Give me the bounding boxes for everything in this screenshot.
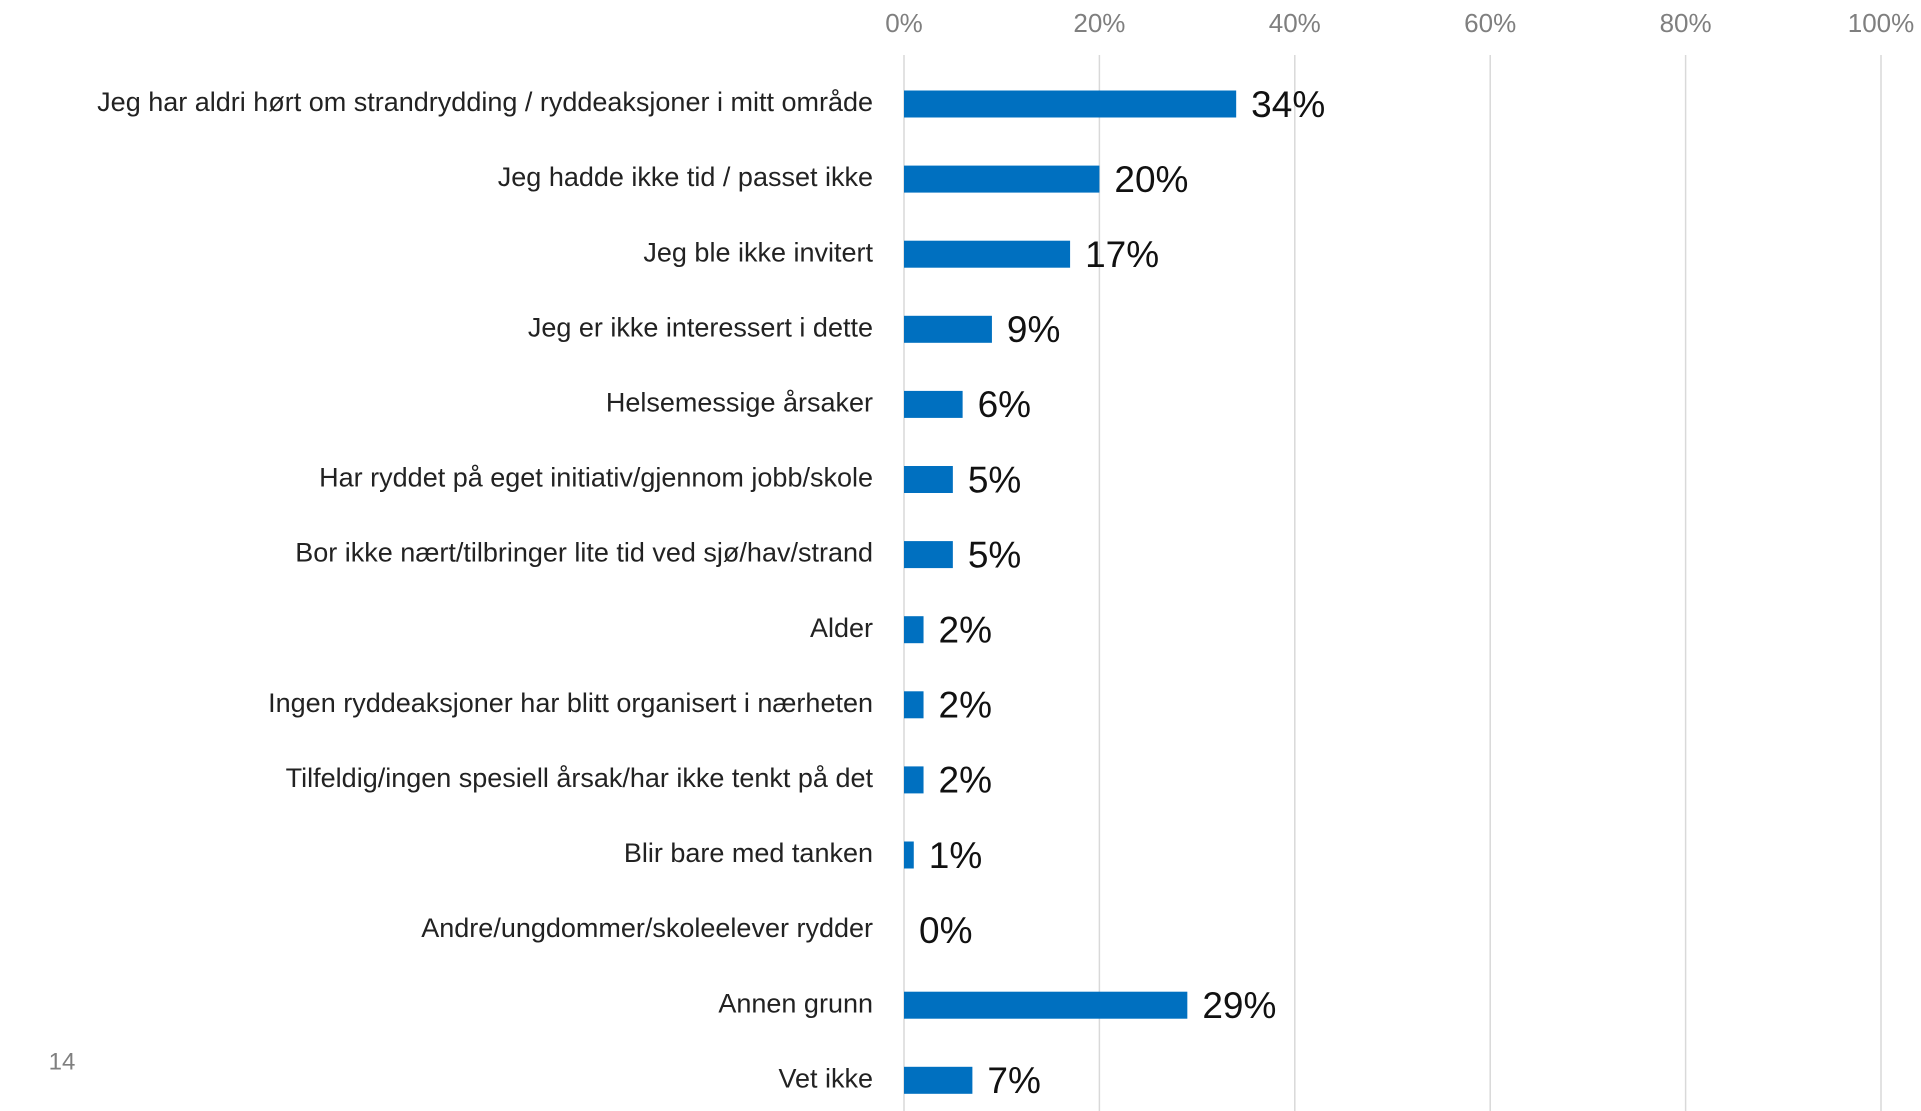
value-label: 6% (978, 384, 1031, 425)
value-label: 29% (1202, 985, 1276, 1026)
value-label: 34% (1251, 84, 1325, 125)
x-tick-label: 80% (1660, 8, 1712, 38)
category-label: Jeg hadde ikke tid / passet ikke (498, 162, 873, 192)
value-label: 2% (939, 760, 992, 801)
bar (904, 541, 953, 569)
bar (904, 90, 1237, 118)
bar (904, 1066, 973, 1094)
category-label: Jeg ble ikke invitert (643, 237, 873, 267)
category-label: Andre/ungdommer/skoleelever rydder (421, 913, 873, 943)
category-label: Blir bare med tanken (624, 838, 873, 868)
value-label: 20% (1114, 159, 1188, 200)
x-tick-label: 100% (1848, 8, 1915, 38)
category-label: Helsemessige årsaker (606, 388, 873, 418)
category-label: Bor ikke nært/tilbringer lite tid ved sj… (295, 538, 873, 568)
bar (904, 991, 1188, 1019)
page-number: 14 (49, 1048, 76, 1075)
bar (904, 240, 1071, 268)
category-label: Annen grunn (718, 988, 873, 1018)
bar (904, 165, 1100, 193)
category-label: Tilfeldig/ingen spesiell årsak/har ikke … (286, 763, 874, 793)
value-label: 5% (968, 459, 1021, 500)
bar (904, 616, 924, 644)
value-label: 0% (919, 910, 972, 951)
value-label: 2% (939, 685, 992, 726)
category-label: Vet ikke (778, 1063, 873, 1093)
value-label: 17% (1085, 234, 1159, 275)
bar (904, 841, 914, 869)
value-label: 1% (929, 835, 982, 876)
bar (904, 315, 992, 343)
category-label: Jeg har aldri hørt om strandrydding / ry… (97, 87, 873, 117)
category-label: Jeg er ikke interessert i dette (528, 312, 873, 342)
category-label: Har ryddet på eget initiativ/gjennom job… (319, 463, 873, 493)
category-label: Alder (810, 613, 873, 643)
x-tick-label: 60% (1464, 8, 1516, 38)
bar (904, 390, 963, 418)
category-label: Ingen ryddeaksjoner har blitt organisert… (268, 688, 873, 718)
bar (904, 691, 924, 719)
bar (904, 466, 953, 493)
value-label: 9% (1007, 309, 1060, 350)
x-tick-label: 20% (1073, 8, 1125, 38)
x-tick-label: 40% (1269, 8, 1321, 38)
value-label: 2% (939, 609, 992, 650)
bar (904, 766, 924, 794)
value-label: 5% (968, 534, 1021, 575)
value-label: 7% (987, 1060, 1040, 1101)
x-tick-label: 0% (885, 8, 923, 38)
